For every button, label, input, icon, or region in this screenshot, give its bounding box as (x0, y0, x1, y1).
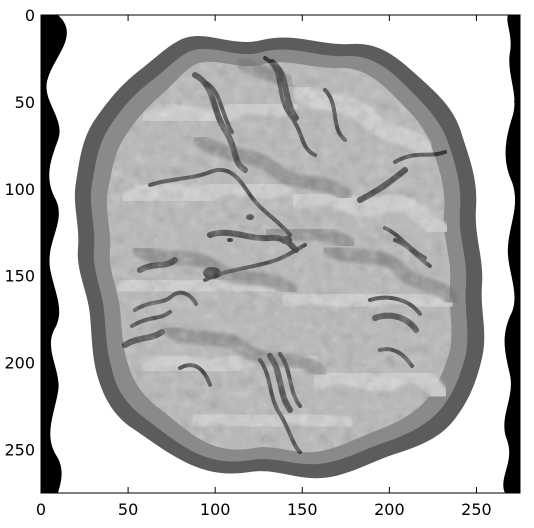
y-tick-label: 0 (25, 6, 35, 25)
y-tick-label: 250 (4, 441, 35, 460)
x-tick-label: 150 (287, 500, 318, 519)
x-tick-label: 250 (461, 500, 492, 519)
x-tick-label: 200 (374, 500, 405, 519)
x-tick-label: 100 (200, 500, 231, 519)
y-axis-ticks: 0 50 100 150 200 250 (4, 6, 520, 460)
y-tick-label: 200 (4, 354, 35, 373)
x-tick-label: 50 (118, 500, 138, 519)
x-tick-label: 0 (36, 500, 46, 519)
y-tick-label: 100 (4, 180, 35, 199)
x-axis-ticks: 0 50 100 150 200 250 (36, 15, 492, 519)
y-tick-label: 150 (4, 267, 35, 286)
y-tick-label: 50 (15, 93, 35, 112)
texture-grain (106, 61, 452, 453)
grayscale-image (41, 15, 520, 493)
axes-frame (40, 14, 521, 494)
